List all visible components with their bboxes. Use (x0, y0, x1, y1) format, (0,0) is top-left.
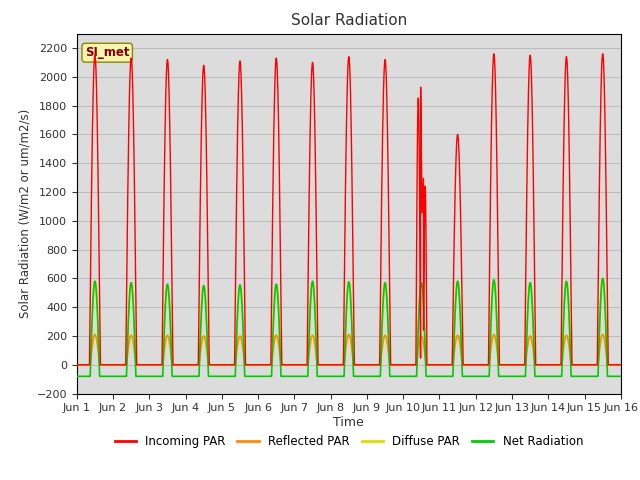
Legend: Incoming PAR, Reflected PAR, Diffuse PAR, Net Radiation: Incoming PAR, Reflected PAR, Diffuse PAR… (110, 430, 588, 453)
Text: SI_met: SI_met (85, 46, 129, 59)
Title: Solar Radiation: Solar Radiation (291, 13, 407, 28)
Y-axis label: Solar Radiation (W/m2 or um/m2/s): Solar Radiation (W/m2 or um/m2/s) (18, 109, 31, 318)
X-axis label: Time: Time (333, 416, 364, 429)
